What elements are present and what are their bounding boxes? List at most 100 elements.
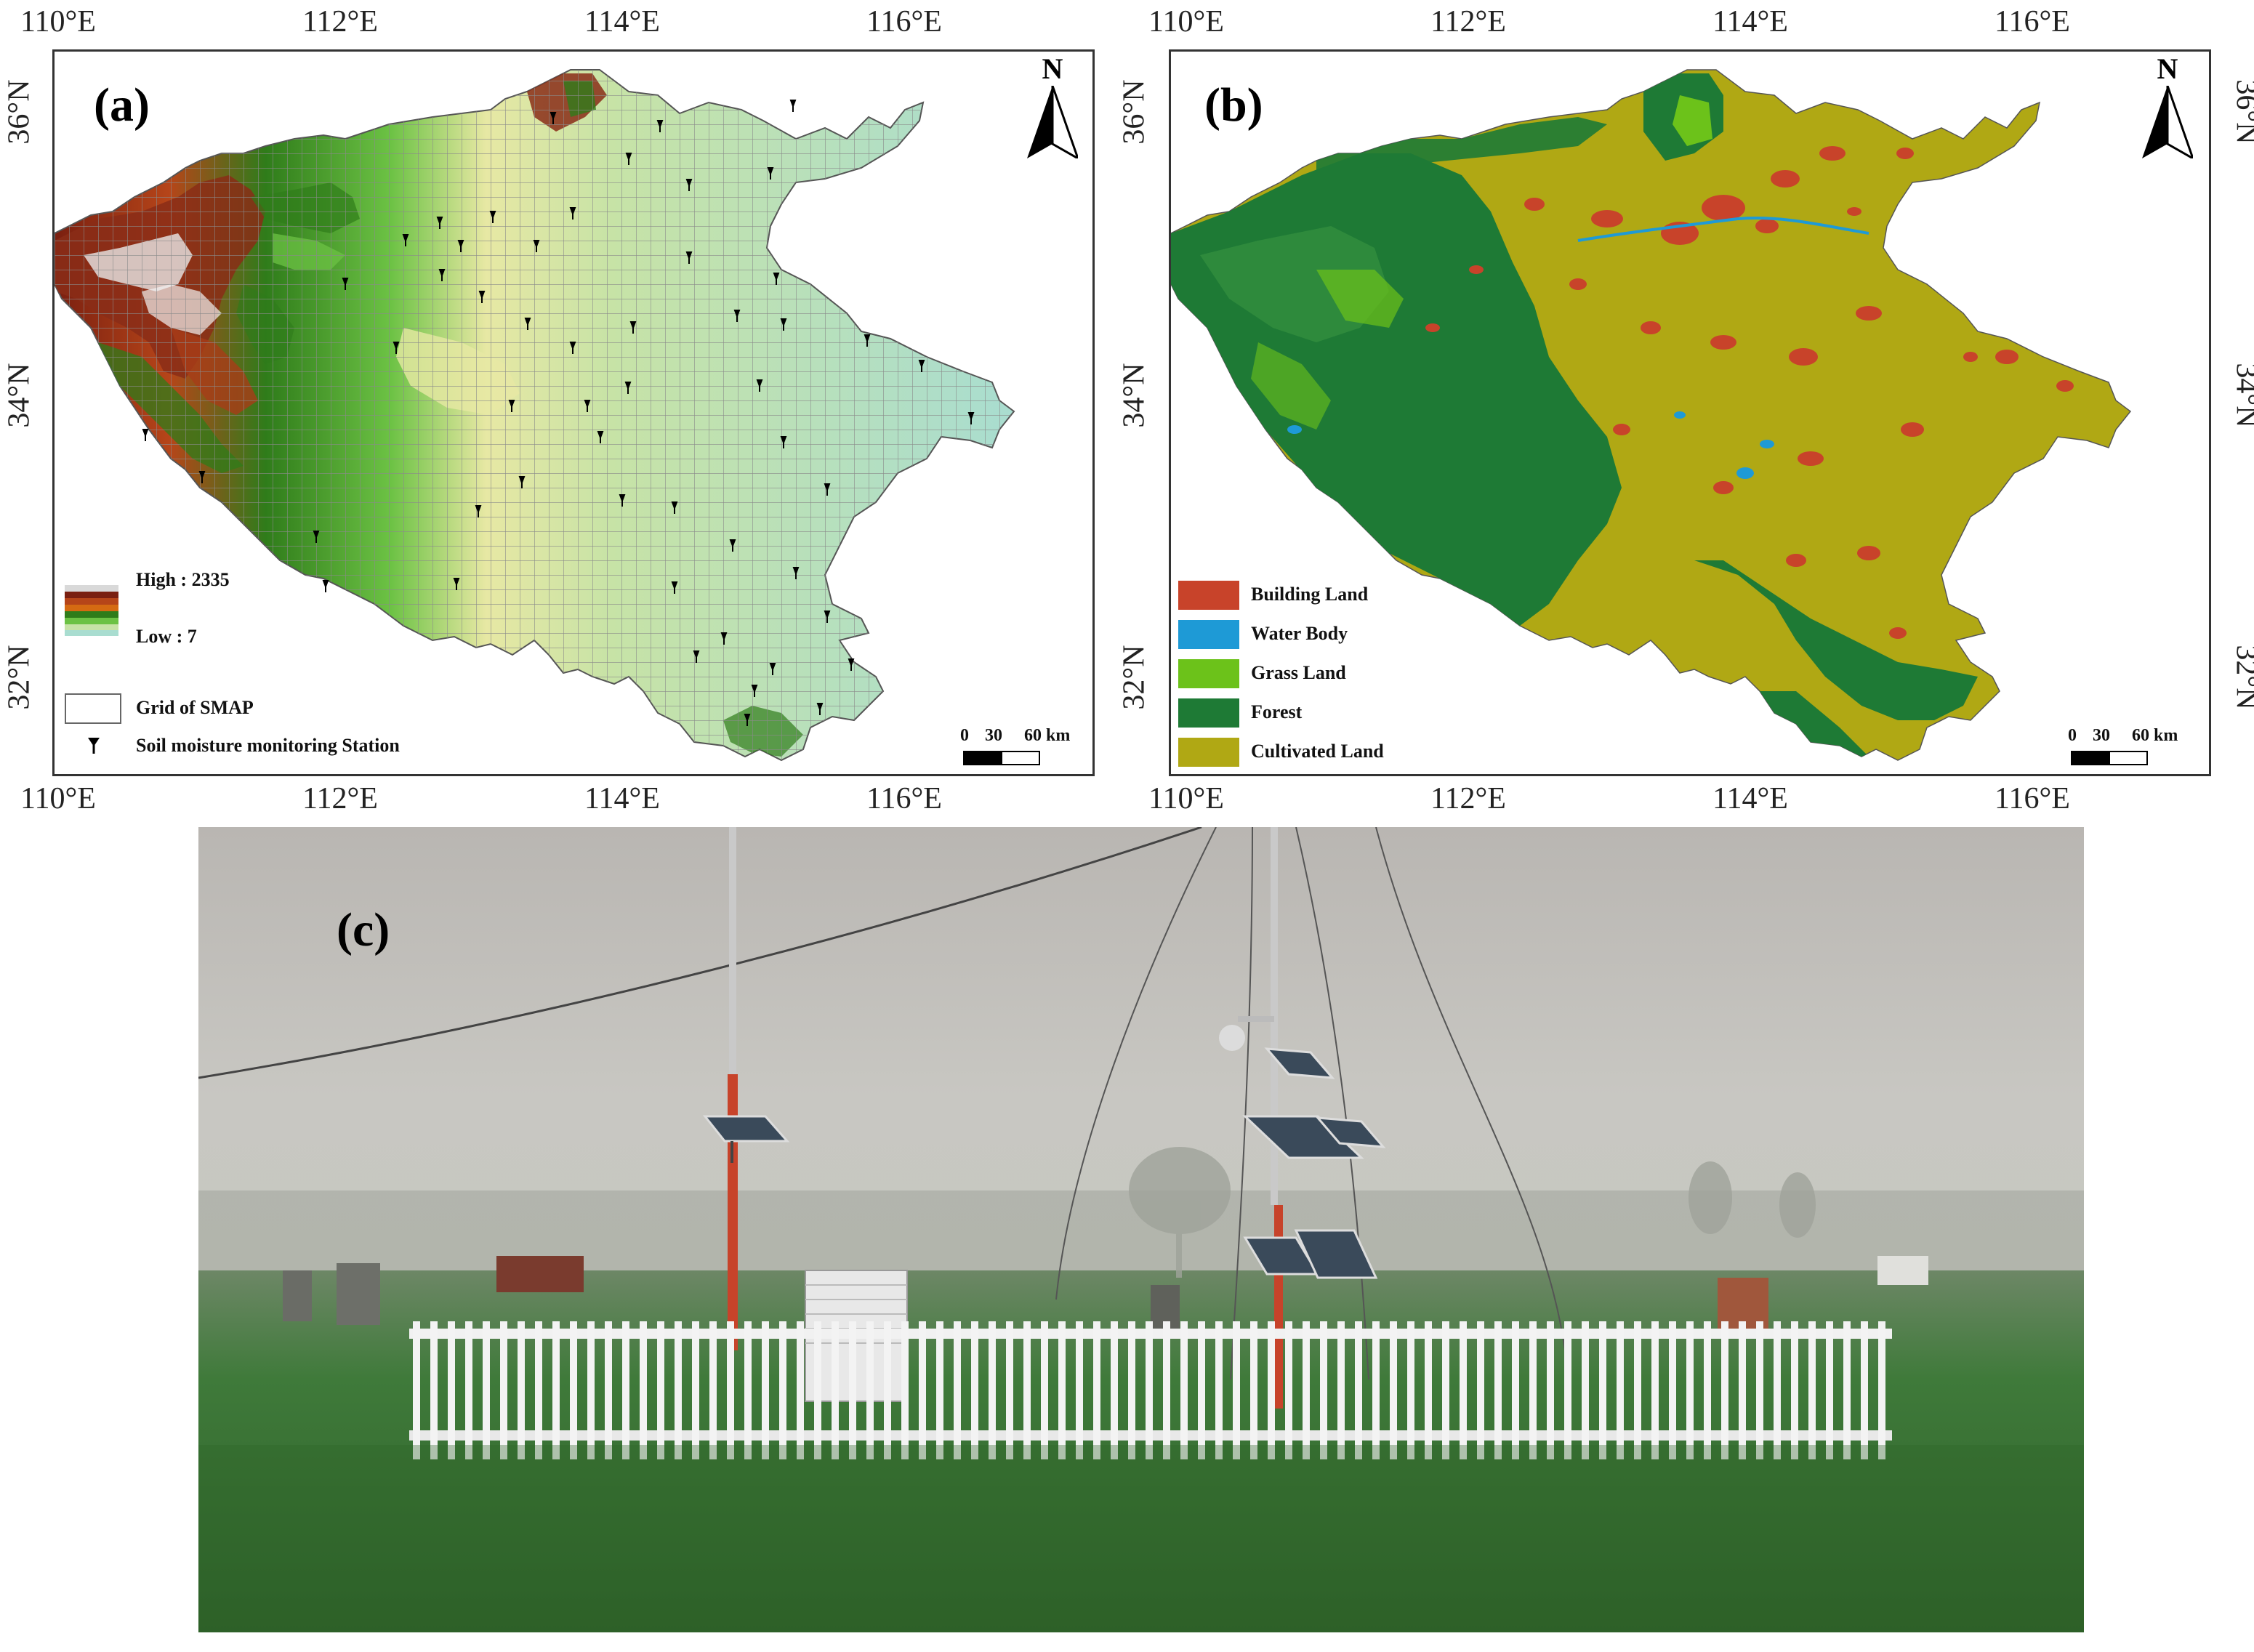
lon-tick-114-a-bottom: 114°E <box>584 782 660 815</box>
lat-tick-34-b-right: 34°N <box>2229 363 2254 428</box>
fence-picket <box>1146 1321 1153 1459</box>
legend-cultivated-label: Cultivated Land <box>1251 741 1384 762</box>
fence-picket <box>762 1321 769 1459</box>
fence-picket <box>797 1321 804 1459</box>
fence-picket <box>1320 1321 1327 1459</box>
lat-tick-32-a-left: 32°N <box>2 645 36 710</box>
legend-grass-swatch <box>1178 659 1239 688</box>
lon-tick-110-a-top: 110°E <box>20 5 96 39</box>
fence-picket <box>1425 1321 1432 1459</box>
fence-picket <box>971 1321 978 1459</box>
station-legend-icon <box>86 736 101 755</box>
fence-picket <box>1076 1321 1083 1459</box>
panel-c-label: (c) <box>337 903 390 956</box>
fence-picket <box>936 1321 943 1459</box>
fence-picket <box>605 1321 612 1459</box>
lat-tick-32-b-right: 32°N <box>2229 645 2254 710</box>
fence-picket <box>1721 1321 1728 1459</box>
elevation-low-label: Low : 7 <box>136 626 197 647</box>
legend-grass-label: Grass Land <box>1251 662 1346 683</box>
fence-picket <box>727 1321 734 1459</box>
scale-a-white <box>1001 751 1040 765</box>
lon-tick-114-b-bottom: 114°E <box>1712 782 1788 815</box>
fence-picket <box>1808 1321 1816 1459</box>
grid-legend-swatch <box>65 693 121 724</box>
legend-water-swatch <box>1178 620 1239 649</box>
scale-b-zero: 0 <box>2068 726 2077 745</box>
fence-picket <box>1093 1321 1100 1459</box>
legend-forest-label: Forest <box>1251 701 1303 722</box>
fence-picket <box>1756 1321 1763 1459</box>
fence-picket <box>1058 1321 1066 1459</box>
fence-picket <box>849 1321 856 1459</box>
panel-b-landuse-map <box>1171 69 2131 761</box>
legend-water-label: Water Body <box>1251 623 1348 644</box>
fence-picket <box>1198 1321 1205 1459</box>
fence-picket <box>709 1321 717 1459</box>
elevation-high-label: High : 2335 <box>136 569 230 590</box>
scale-bar-b: 0 30 60 km <box>2066 726 2190 770</box>
fence-picket <box>1651 1321 1659 1459</box>
fence-picket <box>1111 1321 1118 1459</box>
legend-cultivated-swatch <box>1178 738 1239 767</box>
fence-picket <box>1442 1321 1449 1459</box>
fence-picket <box>1843 1321 1851 1459</box>
elevation-colorbar-swatches <box>65 579 118 636</box>
fence-picket <box>1634 1321 1641 1459</box>
fence-picket <box>814 1321 821 1459</box>
fence-picket <box>1390 1321 1397 1459</box>
fence-picket <box>989 1321 996 1459</box>
fence-picket <box>1564 1321 1571 1459</box>
grid-legend-label: Grid of SMAP <box>136 697 254 718</box>
panel-a-map-frame: (a) N High : 2335 Low : 7 Grid of SMAP S… <box>52 49 1095 776</box>
legend-building-swatch <box>1178 581 1239 610</box>
fence-picket <box>1774 1321 1781 1459</box>
scale-b-end: 60 km <box>2132 726 2178 745</box>
fence-picket <box>465 1321 472 1459</box>
lat-tick-36-b-left: 36°N <box>1117 79 1151 145</box>
legend-forest-swatch <box>1178 698 1239 728</box>
fence-picket <box>570 1321 577 1459</box>
fence-picket <box>1180 1321 1188 1459</box>
fence-picket <box>1861 1321 1868 1459</box>
fence-picket <box>1128 1321 1135 1459</box>
fence-picket <box>1041 1321 1048 1459</box>
fence-picket <box>1529 1321 1537 1459</box>
fence-picket <box>500 1321 507 1459</box>
fence-picket <box>535 1321 542 1459</box>
fence-picket <box>744 1321 752 1459</box>
lon-tick-110-a-bottom: 110°E <box>20 782 96 815</box>
lon-tick-110-b-bottom: 110°E <box>1148 782 1224 815</box>
fence-picket <box>901 1321 909 1459</box>
lat-tick-36-b-right: 36°N <box>2229 79 2254 145</box>
monitoring-station-photo <box>198 827 2084 1632</box>
fence-picket <box>1512 1321 1519 1459</box>
fence-picket <box>1337 1321 1345 1459</box>
fence-picket <box>1791 1321 1798 1459</box>
scale-a-end: 60 km <box>1024 726 1071 745</box>
fence-picket <box>430 1321 438 1459</box>
fence-picket <box>622 1321 629 1459</box>
elevation-colorbar <box>65 579 123 637</box>
panel-b-map-frame: (b) N Building Land Water Body Grass Lan… <box>1169 49 2211 776</box>
scale-a-mid: 30 <box>985 726 1002 745</box>
fence-picket <box>1599 1321 1606 1459</box>
scale-b-mid: 30 <box>2093 726 2110 745</box>
fence-picket <box>657 1321 664 1459</box>
fence-picket <box>1460 1321 1467 1459</box>
fence-picket <box>640 1321 647 1459</box>
fence-picket <box>1023 1321 1031 1459</box>
fence-picket <box>1704 1321 1711 1459</box>
fence-picket <box>1285 1321 1292 1459</box>
legend-building-label: Building Land <box>1251 584 1369 605</box>
fence-picket <box>1250 1321 1257 1459</box>
fence-picket <box>1582 1321 1589 1459</box>
lon-tick-114-b-top: 114°E <box>1712 5 1788 39</box>
scale-b-black <box>2071 751 2110 765</box>
scale-a-zero: 0 <box>960 726 969 745</box>
scale-a-black <box>963 751 1002 765</box>
fence-picket <box>1372 1321 1380 1459</box>
lon-tick-112-b-top: 112°E <box>1430 5 1506 39</box>
fence-picket <box>1878 1321 1885 1459</box>
lon-tick-110-b-top: 110°E <box>1148 5 1224 39</box>
